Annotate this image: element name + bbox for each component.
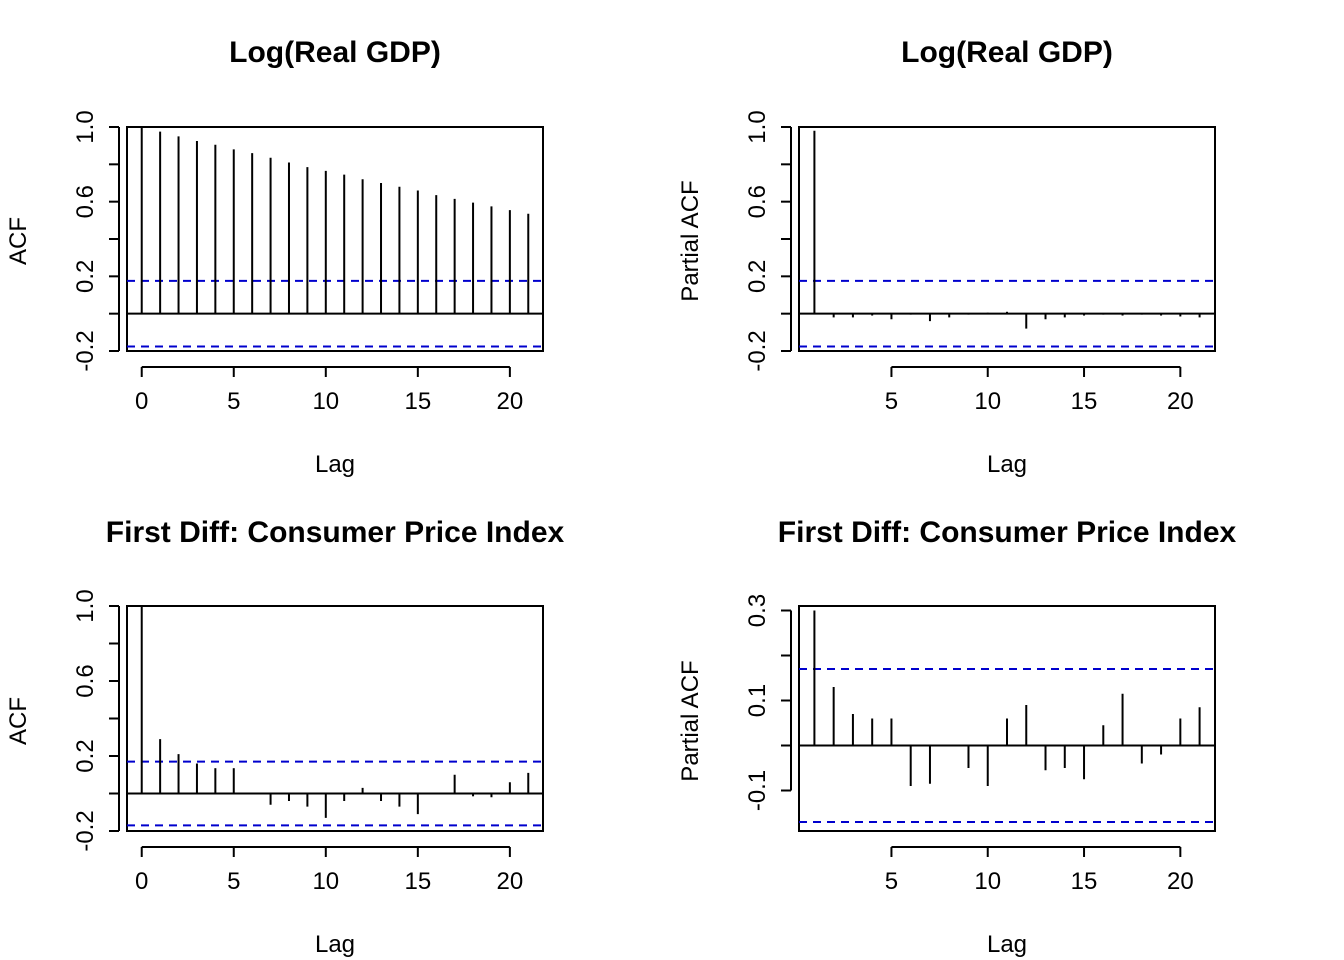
y-tick-label: 0.2	[72, 739, 99, 772]
plot-frame	[126, 126, 544, 352]
panel-acf-cpi-first-diff: First Diff: Consumer Price Index Lag ACF…	[5, 516, 565, 958]
y-tick-label: 0.3	[744, 594, 771, 627]
y-tick-label: 0.2	[744, 260, 771, 293]
y-tick-label: 1.0	[72, 110, 99, 143]
x-tick-label: 5	[227, 868, 240, 895]
y-tick-label: -0.1	[744, 770, 771, 811]
y-tick-label: 0.1	[744, 684, 771, 717]
x-axis-label: Lag	[315, 451, 355, 478]
chart-acf-cpi-plot: 0 5 10 15 20 -0.2 0.2 0.6 1.0	[72, 589, 544, 895]
panel-acf-log-real-gdp: Log(Real GDP) Lag ACF 0 5 10 15 20 -0.2 0.2 0.6…	[5, 36, 544, 478]
x-tick-label: 10	[974, 868, 1001, 895]
x-tick-label: 15	[404, 388, 431, 415]
y-tick-label: 0.6	[72, 664, 99, 697]
panel-pacf-log-real-gdp: Log(Real GDP) Lag Partial ACF 5 10 15 20 -0.…	[677, 36, 1216, 478]
chart-pacf-log-real-gdp-plot: 5 10 15 20 -0.2 0.2 0.6 1.0	[744, 110, 1216, 415]
y-tick-label: -0.2	[72, 810, 99, 851]
plot-frame	[126, 605, 544, 832]
x-tick-label: 0	[135, 388, 148, 415]
x-tick-label: 5	[885, 388, 898, 415]
y-tick-label: -0.2	[72, 330, 99, 371]
chart-acf-log-real-gdp-plot: 0 5 10 15 20 -0.2 0.2 0.6 1.0	[72, 110, 544, 415]
x-tick-label: 20	[497, 868, 524, 895]
x-tick-label: 15	[1071, 388, 1098, 415]
x-tick-label: 20	[1167, 388, 1194, 415]
x-tick-label: 10	[974, 388, 1001, 415]
x-axis-label: Lag	[987, 451, 1027, 478]
plot-frame	[798, 605, 1216, 832]
x-tick-label: 20	[1167, 868, 1194, 895]
x-tick-label: 0	[135, 868, 148, 895]
chart-title: First Diff: Consumer Price Index	[106, 516, 565, 549]
y-tick-label: 0.2	[72, 260, 99, 293]
chart-title: Log(Real GDP)	[901, 36, 1113, 69]
x-tick-label: 15	[404, 868, 431, 895]
x-axis-label: Lag	[987, 931, 1027, 958]
y-axis-label: ACF	[5, 697, 32, 745]
y-tick-label: 1.0	[72, 589, 99, 622]
x-tick-label: 10	[312, 868, 339, 895]
x-tick-label: 5	[885, 868, 898, 895]
y-axis-label: Partial ACF	[677, 660, 704, 781]
x-tick-label: 15	[1071, 868, 1098, 895]
x-tick-label: 5	[227, 388, 240, 415]
panel-pacf-cpi-first-diff: First Diff: Consumer Price Index Lag Par…	[677, 516, 1237, 958]
y-axis-label: Partial ACF	[677, 180, 704, 301]
plot-frame	[798, 126, 1216, 352]
chart-title: Log(Real GDP)	[229, 36, 441, 69]
y-tick-label: -0.2	[744, 330, 771, 371]
x-tick-label: 20	[497, 388, 524, 415]
y-tick-label: 0.6	[72, 185, 99, 218]
chart-pacf-cpi-plot: 5 10 15 20 -0.1 0.1 0.3	[744, 594, 1216, 895]
chart-title: First Diff: Consumer Price Index	[778, 516, 1237, 549]
y-axis-label: ACF	[5, 217, 32, 265]
y-tick-label: 0.6	[744, 185, 771, 218]
x-tick-label: 10	[312, 388, 339, 415]
y-tick-label: 1.0	[744, 110, 771, 143]
x-axis-label: Lag	[315, 931, 355, 958]
